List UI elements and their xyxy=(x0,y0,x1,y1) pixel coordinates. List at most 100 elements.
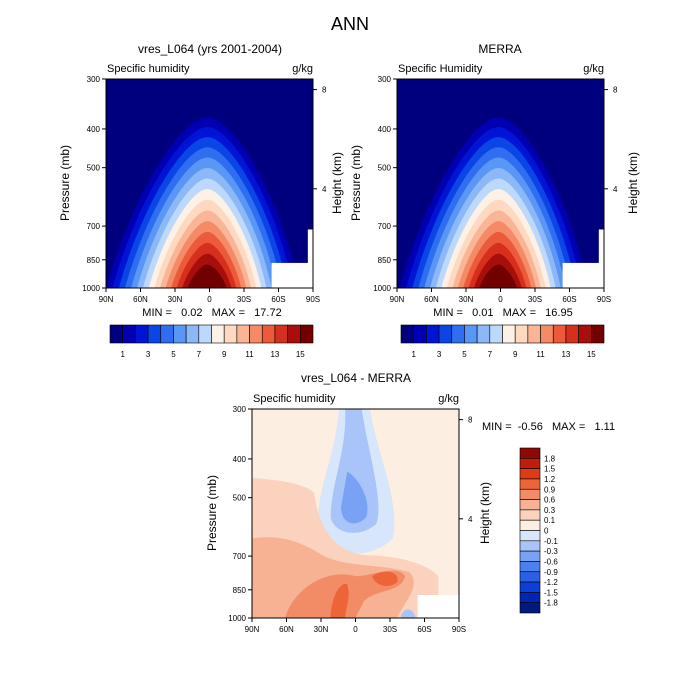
y-tick-label: 500 xyxy=(233,494,247,503)
panel-units-label: g/kg xyxy=(292,63,313,75)
colorbar-label: 5 xyxy=(171,350,176,359)
colorbar-swatch xyxy=(236,324,250,344)
y-tick-label: 1000 xyxy=(228,614,246,623)
panel-variable-label: Specific humidity xyxy=(107,63,190,75)
colorbar-swatch xyxy=(261,324,276,344)
colorbar-swatch xyxy=(519,499,541,511)
height-tick-label: 8 xyxy=(613,86,618,95)
colorbar: 1 3 5 7 9 11 13 15 xyxy=(400,324,605,359)
colorbar-swatch xyxy=(438,324,453,344)
plot-area xyxy=(106,79,313,288)
colorbar-swatch xyxy=(514,324,529,344)
x-tick-label: 90S xyxy=(597,295,611,304)
colorbar-swatch xyxy=(489,324,503,344)
colorbar-swatch xyxy=(578,324,592,344)
x-tick-label: 60S xyxy=(562,295,576,304)
colorbar-label: -0.1 xyxy=(544,537,558,546)
height-tick-label: 4 xyxy=(468,515,473,524)
colorbar-label: 13 xyxy=(270,350,279,359)
missing-data-mask xyxy=(598,229,604,288)
x-tick-label: 30S xyxy=(383,625,397,634)
x-axis-ticks: 90N 60N 30N 0 30S 60S 90S xyxy=(245,618,466,634)
right-axis-label: Height (km) xyxy=(626,152,640,214)
page-title: ANN xyxy=(331,14,369,34)
x-axis-ticks: 90N 60N 30N 0 30S 60S 90S xyxy=(99,288,320,304)
x-tick-label: 30S xyxy=(237,295,251,304)
colorbar-label: 11 xyxy=(245,350,254,359)
colorbar-label: -0.9 xyxy=(544,568,558,577)
panel-units-label: g/kg xyxy=(583,63,604,75)
colorbar-label: 3 xyxy=(146,350,151,359)
colorbar-label: 7 xyxy=(488,350,493,359)
colorbar-swatch xyxy=(287,324,301,344)
plot-area xyxy=(397,79,604,288)
x-tick-label: 30S xyxy=(528,295,542,304)
colorbar-label: 7 xyxy=(197,350,202,359)
colorbar-swatch xyxy=(565,324,579,344)
stats-text: MIN = 0.02 MAX = 17.72 xyxy=(142,307,281,319)
right-axis-label: Height (km) xyxy=(330,152,344,214)
colorbar-label: -0.6 xyxy=(544,557,558,566)
y-axis-ticks: 300 400 500 700 850 1000 xyxy=(228,405,252,623)
y-tick-label: 500 xyxy=(87,164,101,173)
colorbar-swatch xyxy=(274,324,288,344)
height-tick-label: 8 xyxy=(322,86,327,95)
y-tick-label: 500 xyxy=(378,164,392,173)
height-tick-label: 4 xyxy=(322,185,327,194)
colorbar-swatch xyxy=(464,324,478,344)
x-tick-label: 60S xyxy=(271,295,285,304)
colorbar-swatch xyxy=(519,592,541,603)
colorbar-label: -0.3 xyxy=(544,547,558,556)
y-tick-label: 400 xyxy=(233,455,247,464)
colorbar-swatch xyxy=(540,324,554,344)
colorbar-label: 3 xyxy=(437,350,442,359)
contour-band xyxy=(401,609,416,618)
panel-variable-label: Specific humidity xyxy=(253,393,336,405)
colorbar-label: 1.8 xyxy=(544,454,556,463)
height-axis-ticks: 84 xyxy=(604,86,618,194)
colorbar-swatch xyxy=(451,324,465,344)
y-axis-label: Pressure (mb) xyxy=(58,145,72,221)
x-tick-label: 30N xyxy=(168,295,183,304)
y-tick-label: 850 xyxy=(378,256,392,265)
colorbar-label: 0 xyxy=(544,527,549,536)
x-tick-label: 30N xyxy=(314,625,329,634)
x-tick-label: 90N xyxy=(390,295,405,304)
y-tick-label: 1000 xyxy=(82,284,100,293)
colorbar-swatch xyxy=(519,488,541,500)
panel-merra: MERRA Specific Humidity g/kg 30040050070… xyxy=(349,42,640,359)
colorbar-swatch xyxy=(198,324,212,344)
colorbar-swatch xyxy=(591,324,605,344)
colorbar-swatch xyxy=(519,509,541,521)
colorbar-label: 9 xyxy=(513,350,518,359)
y-tick-label: 850 xyxy=(233,586,247,595)
colorbar-swatch xyxy=(502,324,516,344)
colorbar-swatch xyxy=(426,324,440,344)
x-tick-label: 60S xyxy=(417,625,431,634)
colorbar-label: 11 xyxy=(536,350,545,359)
y-tick-label: 300 xyxy=(233,405,247,414)
y-tick-label: 700 xyxy=(378,222,392,231)
x-tick-label: 0 xyxy=(353,625,358,634)
y-tick-label: 1000 xyxy=(373,284,391,293)
colorbar-swatch xyxy=(519,468,541,480)
x-tick-label: 60N xyxy=(279,625,294,634)
colorbar-swatch xyxy=(519,602,541,614)
colorbar-swatch xyxy=(185,324,200,344)
panel-title: vres_L064 - MERRA xyxy=(301,371,411,385)
contour-band xyxy=(372,571,398,586)
colorbar-label: 0.1 xyxy=(544,516,556,525)
colorbar-label: 5 xyxy=(462,350,467,359)
colorbar-swatch xyxy=(413,324,427,344)
colorbar-swatch xyxy=(519,458,541,469)
x-axis-ticks: 90N 60N 30N 0 30S 60S 90S xyxy=(390,288,611,304)
colorbar-swatch xyxy=(160,324,174,344)
colorbar-label: 1 xyxy=(411,350,416,359)
y-tick-label: 700 xyxy=(233,552,247,561)
y-axis-ticks: 300 400 500 700 850 1000 xyxy=(82,75,106,293)
colorbar-swatch xyxy=(147,324,162,344)
panel-title: MERRA xyxy=(478,42,521,56)
colorbar-swatch xyxy=(519,561,541,573)
colorbar-swatch xyxy=(476,324,491,344)
